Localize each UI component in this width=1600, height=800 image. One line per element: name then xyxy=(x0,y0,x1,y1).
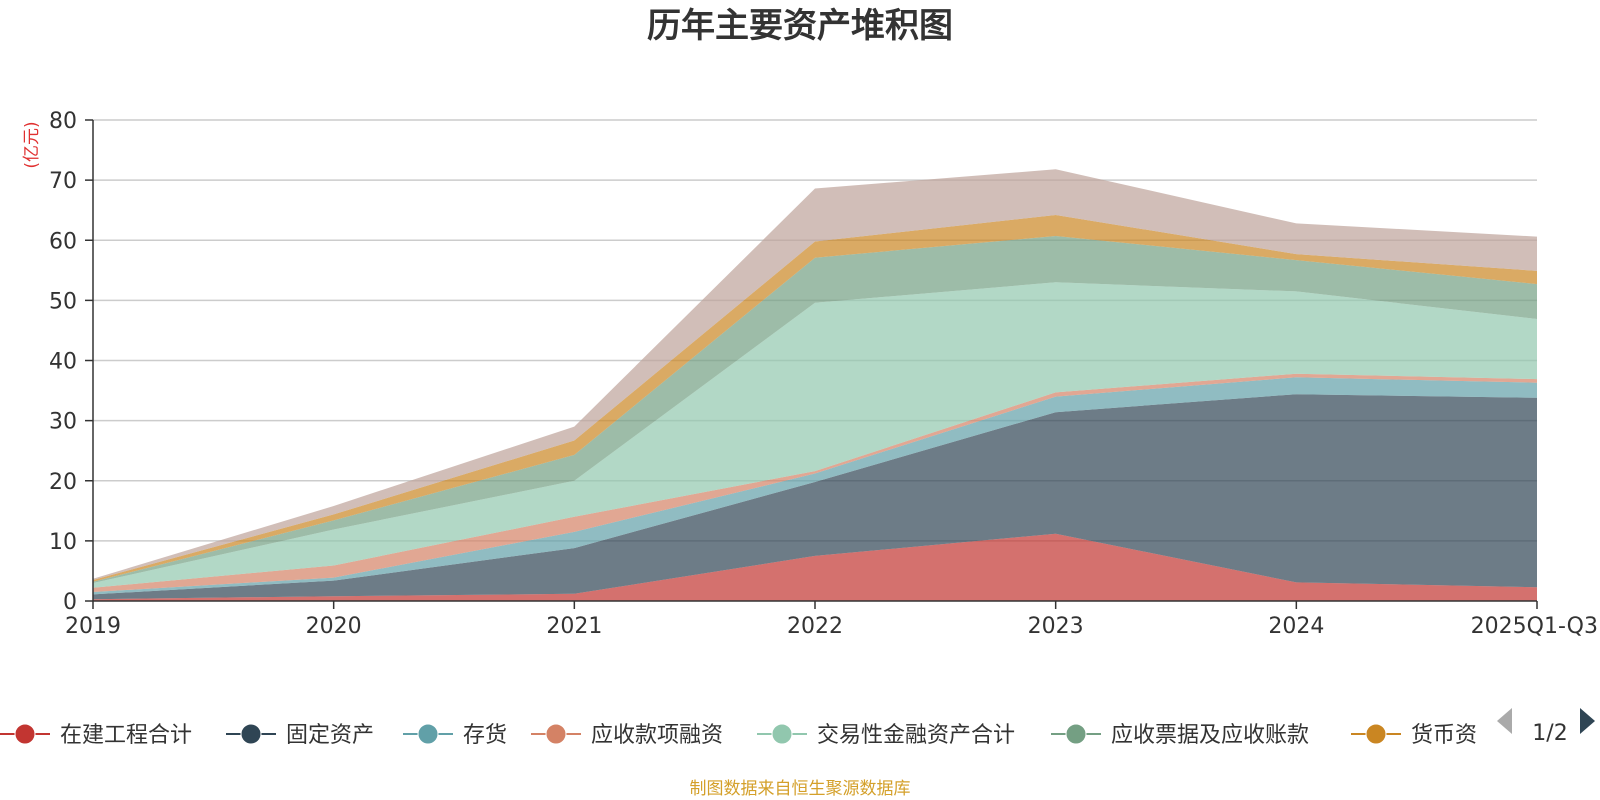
x-tick-label: 2023 xyxy=(1028,614,1084,639)
legend-marker-icon xyxy=(545,723,567,745)
legend-marker-icon xyxy=(1065,723,1087,745)
legend-next-page-icon[interactable] xyxy=(1580,708,1595,734)
y-tick-label: 50 xyxy=(49,289,77,314)
x-tick-label: 2024 xyxy=(1268,614,1324,639)
legend-item-4[interactable]: 交易性金融资产合计 xyxy=(757,723,1015,748)
legend-item-2[interactable]: 存货 xyxy=(403,723,507,748)
legend-label: 固定资产 xyxy=(286,723,374,748)
x-tick-label: 2022 xyxy=(787,614,843,639)
y-tick-label: 20 xyxy=(49,470,77,495)
legend: 在建工程合计 固定资产 存货 应收款项融资 交易性金融资产合计 应收票据及应收账款 货币资 xyxy=(0,723,1477,748)
area-series xyxy=(93,169,1537,601)
x-tick-label: 2021 xyxy=(546,614,602,639)
legend-prev-page-icon[interactable] xyxy=(1497,708,1512,734)
legend-item-1[interactable]: 固定资产 xyxy=(226,723,374,748)
legend-item-5[interactable]: 应收票据及应收账款 xyxy=(1051,723,1309,748)
area-series-1 xyxy=(93,394,1537,600)
legend-marker-icon xyxy=(240,723,262,745)
legend-label: 应收款项融资 xyxy=(591,723,723,748)
area-series-0 xyxy=(93,533,1537,601)
legend-page-indicator: 1/2 xyxy=(1532,721,1567,746)
x-tick-label: 2025Q1-Q3 xyxy=(1471,614,1598,639)
legend-label: 交易性金融资产合计 xyxy=(817,723,1015,748)
y-tick-label: 10 xyxy=(49,530,77,555)
data-source-note: 制图数据来自恒生聚源数据库 xyxy=(690,779,911,799)
legend-marker-icon xyxy=(417,723,439,745)
y-tick-label: 40 xyxy=(49,350,77,375)
legend-item-0[interactable]: 在建工程合计 xyxy=(0,723,192,748)
legend-pager: 1/2 xyxy=(1497,708,1595,746)
x-tick-label: 2020 xyxy=(306,614,362,639)
y-tick-label: 80 xyxy=(49,109,77,134)
y-axis-unit-label: (亿元) xyxy=(22,121,42,168)
legend-marker-icon xyxy=(1365,723,1387,745)
legend-label: 货币资 xyxy=(1411,723,1477,748)
legend-marker-icon xyxy=(771,723,793,745)
legend-label: 存货 xyxy=(463,723,507,748)
area-series-5 xyxy=(93,236,1537,583)
legend-label: 在建工程合计 xyxy=(60,723,192,748)
area-series-7 xyxy=(93,169,1537,581)
legend-item-6[interactable]: 货币资 xyxy=(1351,723,1477,748)
area-series-4 xyxy=(93,282,1537,588)
axes: 0 10 20 30 40 50 60 70 80 2019 2020 2021 2022 2023 202… xyxy=(49,109,1598,639)
chart-title: 历年主要资产堆积图 xyxy=(647,6,953,46)
legend-label: 应收票据及应收账款 xyxy=(1111,723,1309,748)
y-tick-label: 0 xyxy=(63,590,77,615)
y-tick-label: 30 xyxy=(49,410,77,435)
y-tick-label: 60 xyxy=(49,229,77,254)
legend-marker-icon xyxy=(14,723,36,745)
y-tick-label: 70 xyxy=(49,169,77,194)
x-tick-label: 2019 xyxy=(65,614,121,639)
legend-item-3[interactable]: 应收款项融资 xyxy=(531,723,723,748)
